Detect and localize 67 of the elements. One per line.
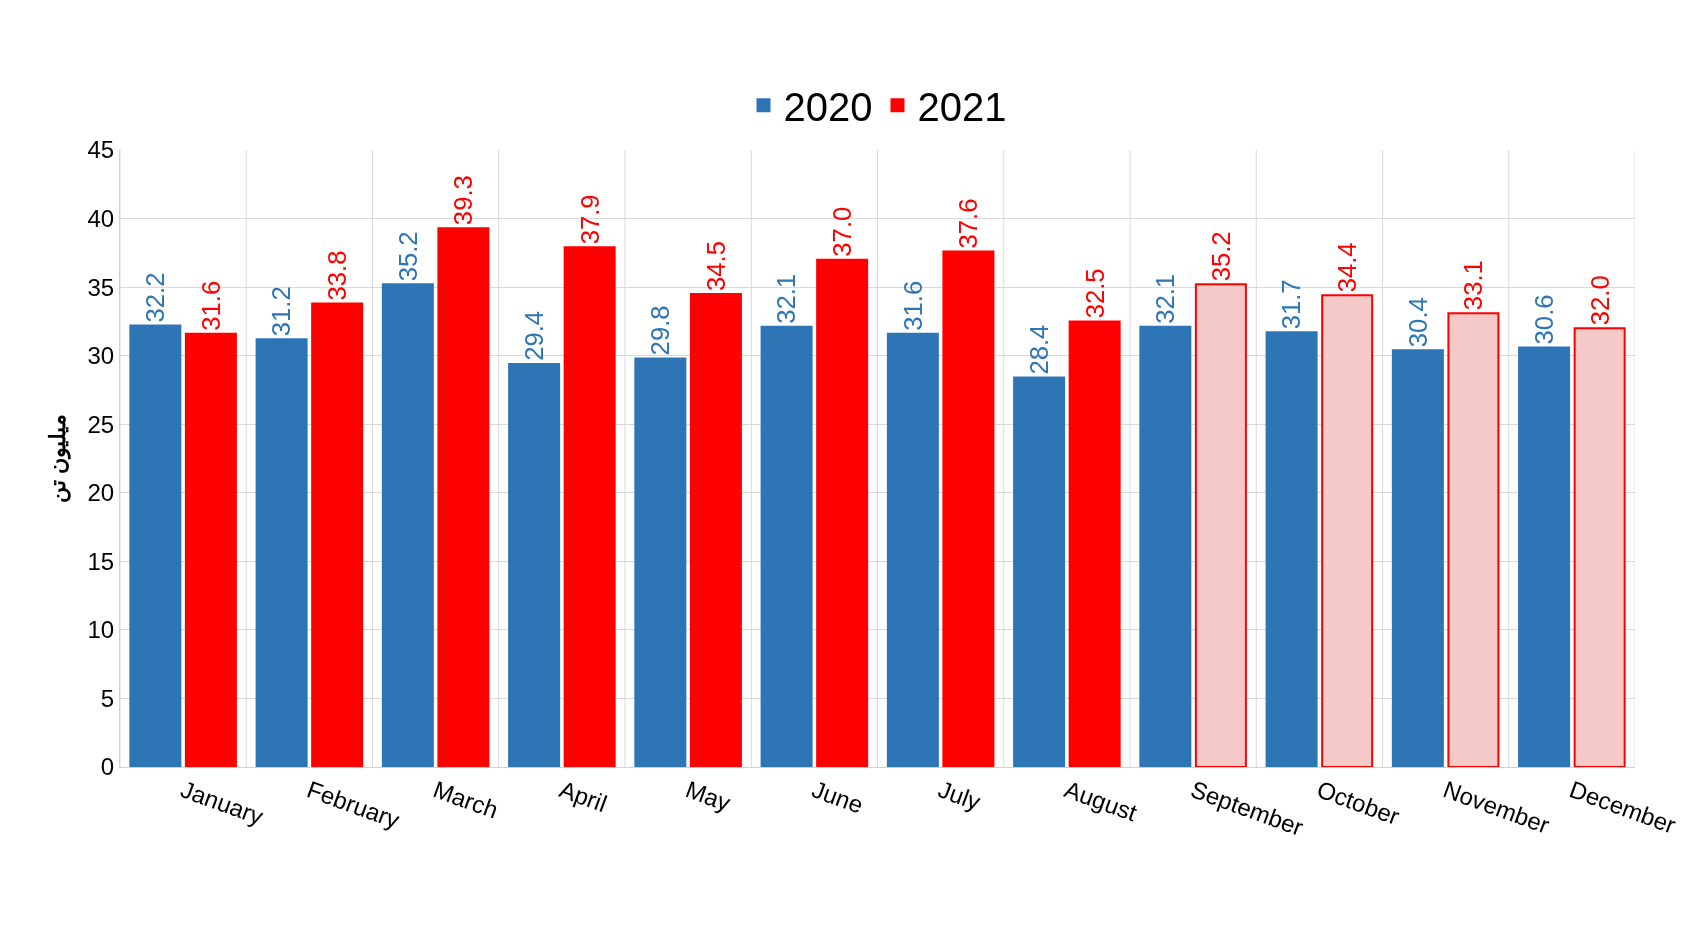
data-label: 31.7 (1277, 279, 1306, 330)
bar (311, 302, 364, 767)
legend-label: 2020 (783, 84, 873, 129)
data-label: 30.4 (1403, 297, 1432, 348)
data-label: 29.4 (519, 310, 548, 361)
data-label: 39.3 (449, 175, 478, 226)
y-tick-label: 15 (87, 547, 115, 575)
bar (816, 258, 869, 767)
data-label: 32.2 (141, 272, 170, 323)
bar (886, 332, 939, 767)
bar (760, 325, 813, 767)
data-label: 31.6 (898, 280, 927, 331)
y-tick-label: 0 (100, 753, 115, 781)
y-tick-label: 45 (87, 136, 115, 164)
x-tick-label: May (682, 775, 735, 817)
bar (1194, 283, 1247, 767)
data-label: 31.6 (196, 280, 225, 331)
data-label: 32.0 (1585, 275, 1614, 326)
bar (255, 338, 308, 767)
bar (129, 324, 182, 767)
bar (1265, 331, 1318, 767)
x-tick-label: March (429, 775, 502, 824)
data-label: 33.1 (1459, 260, 1488, 311)
y-tick-label: 30 (87, 342, 115, 370)
bar (437, 227, 490, 767)
x-tick-label: August (1061, 775, 1141, 827)
bar (634, 357, 687, 767)
bar (1139, 325, 1192, 767)
data-label: 35.2 (1206, 231, 1235, 282)
legend-label: 2021 (917, 84, 1007, 129)
bar (563, 246, 616, 767)
bar (1391, 349, 1444, 767)
data-label: 35.2 (393, 231, 422, 282)
y-tick-label: 40 (87, 204, 115, 232)
bar (508, 362, 561, 767)
bar (184, 332, 237, 767)
bar (1573, 327, 1626, 767)
bar (689, 292, 742, 767)
y-tick-label: 35 (87, 273, 115, 301)
bar (1518, 346, 1571, 767)
y-tick-label: 5 (100, 684, 115, 712)
data-label: 34.5 (701, 240, 730, 291)
bar (1447, 312, 1500, 767)
bar (1068, 320, 1121, 767)
y-tick-label: 20 (87, 479, 115, 507)
x-tick-label: July (934, 775, 985, 816)
data-label: 31.2 (267, 286, 296, 337)
y-tick-label: 10 (87, 616, 115, 644)
data-label: 37.6 (954, 198, 983, 249)
data-label: 37.0 (828, 206, 857, 257)
data-label: 33.8 (323, 250, 352, 301)
data-label: 32.5 (1080, 268, 1109, 319)
data-label: 34.4 (1333, 242, 1362, 293)
bar (381, 283, 434, 767)
data-label: 29.8 (646, 305, 675, 356)
data-label: 30.6 (1529, 294, 1558, 345)
bar (1321, 294, 1374, 767)
bar (942, 250, 995, 767)
y-axis-title: میلیون تن (45, 413, 72, 504)
data-label: 37.9 (575, 194, 604, 245)
data-label: 32.1 (772, 273, 801, 324)
x-tick-label: April (556, 775, 611, 818)
bar (1013, 376, 1066, 767)
data-label: 32.1 (1151, 273, 1180, 324)
data-label: 28.4 (1024, 324, 1053, 375)
y-tick-label: 25 (87, 410, 115, 438)
x-tick-label: June (808, 775, 867, 819)
